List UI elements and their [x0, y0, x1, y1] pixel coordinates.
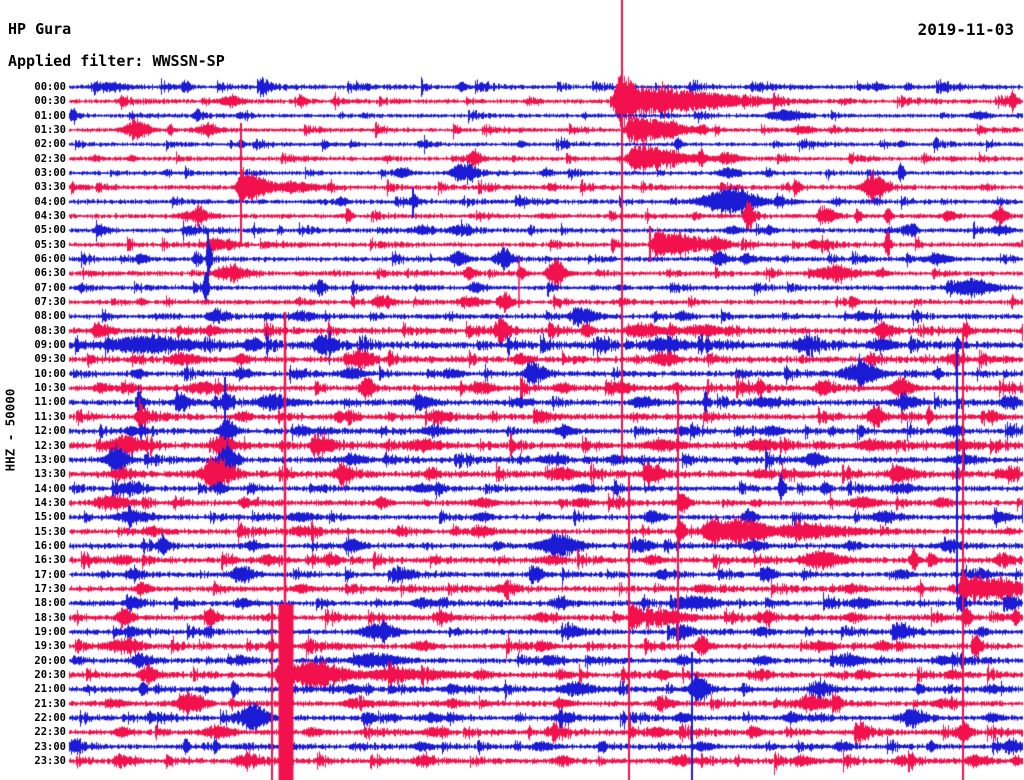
time-label: 19:30	[34, 640, 66, 652]
time-label: 05:30	[34, 239, 66, 251]
time-label: 09:00	[34, 339, 66, 351]
time-label: 18:30	[34, 612, 66, 624]
time-label: 00:00	[34, 81, 66, 93]
time-label: 09:30	[34, 353, 66, 365]
station-title: HP Gura	[8, 20, 72, 38]
time-label: 17:30	[34, 583, 66, 595]
time-label: 23:30	[34, 755, 66, 767]
time-label: 10:00	[34, 368, 66, 380]
time-label: 12:30	[34, 440, 66, 452]
time-label: 15:00	[34, 511, 66, 523]
time-label: 15:30	[34, 526, 66, 538]
time-label: 13:00	[34, 454, 66, 466]
time-label: 22:00	[34, 712, 66, 724]
time-label: 11:30	[34, 411, 66, 423]
time-label: 16:00	[34, 540, 66, 552]
time-label: 00:30	[34, 95, 66, 107]
time-label: 18:00	[34, 597, 66, 609]
time-label: 07:30	[34, 296, 66, 308]
time-label: 07:00	[34, 282, 66, 294]
time-label: 06:30	[34, 267, 66, 279]
time-label: 05:00	[34, 224, 66, 236]
time-label: 03:00	[34, 167, 66, 179]
time-label: 17:00	[34, 569, 66, 581]
time-label: 12:00	[34, 425, 66, 437]
time-label: 20:30	[34, 669, 66, 681]
time-label: 08:00	[34, 310, 66, 322]
time-label: 21:30	[34, 698, 66, 710]
time-label: 14:30	[34, 497, 66, 509]
time-label: 04:00	[34, 196, 66, 208]
time-label: 01:30	[34, 124, 66, 136]
time-label: 13:30	[34, 468, 66, 480]
time-label: 14:00	[34, 483, 66, 495]
time-label: 08:30	[34, 325, 66, 337]
time-label: 21:00	[34, 683, 66, 695]
time-label: 20:00	[34, 655, 66, 667]
applied-filter-label: Applied filter: WWSSN-SP	[8, 52, 225, 70]
date-label: 2019-11-03	[917, 20, 1014, 39]
time-label: 11:00	[34, 396, 66, 408]
time-label: 03:30	[34, 181, 66, 193]
time-label: 16:30	[34, 554, 66, 566]
time-label: 10:30	[34, 382, 66, 394]
time-label: 06:00	[34, 253, 66, 265]
time-label: 19:00	[34, 626, 66, 638]
time-label: 23:00	[34, 741, 66, 753]
time-label: 02:30	[34, 153, 66, 165]
time-label: 22:30	[34, 726, 66, 738]
time-label: 04:30	[34, 210, 66, 222]
time-label: 01:00	[34, 110, 66, 122]
time-label: 02:00	[34, 138, 66, 150]
